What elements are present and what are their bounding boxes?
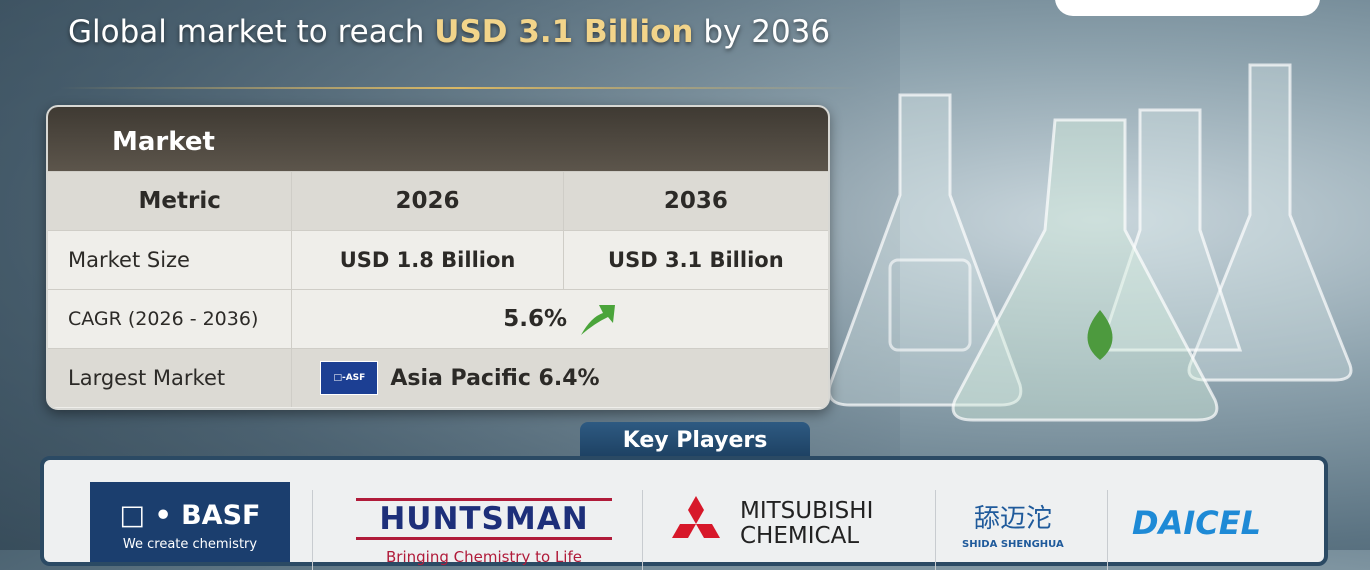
mitsubishi-chemical-logo: MITSUBISHI CHEMICAL bbox=[664, 496, 873, 552]
separator bbox=[1107, 490, 1108, 570]
company-tagline: We create chemistry bbox=[122, 537, 258, 552]
column-header: 2036 bbox=[562, 172, 828, 230]
key-players-title: Key Players bbox=[580, 422, 810, 460]
table-header-row: Metric 2026 2036 bbox=[48, 171, 828, 230]
three-diamonds-icon bbox=[672, 496, 720, 538]
table-row: CAGR (2026 - 2036) 5.6% bbox=[48, 289, 828, 348]
column-header: 2026 bbox=[291, 172, 562, 230]
arrow-up-right-icon bbox=[581, 305, 616, 335]
lab-flasks-illustration bbox=[830, 63, 1353, 422]
shida-shenghua-logo: 舔迈沱 SHIDA SHENGHUA bbox=[962, 498, 1064, 550]
company-name: MITSUBISHI bbox=[740, 498, 874, 524]
separator bbox=[642, 490, 643, 570]
title-suffix: by 2036 bbox=[693, 14, 831, 50]
company-name-line2: CHEMICAL bbox=[740, 523, 860, 549]
separator bbox=[312, 490, 313, 570]
table-row: Market Size USD 1.8 Billion USD 3.1 Bill… bbox=[48, 230, 828, 289]
battery-icon bbox=[888, 258, 972, 352]
cell: USD 3.1 Billion bbox=[562, 231, 828, 289]
company-name: SHIDA SHENGHUA bbox=[962, 539, 1064, 550]
huntsman-logo: HUNTSMAN Bringing Chemistry to Life bbox=[356, 498, 612, 566]
cell: USD 1.8 Billion bbox=[291, 231, 562, 289]
basf-logo: □ • BASF We create chemistry bbox=[90, 482, 290, 562]
company-name: HUNTSMAN bbox=[356, 498, 612, 540]
cell: 5.6% bbox=[291, 290, 828, 348]
daicel-logo: DAICEL bbox=[1132, 504, 1261, 542]
company-tagline: Bringing Chemistry to Life bbox=[386, 548, 582, 566]
divider bbox=[60, 87, 860, 89]
title-highlight: USD 3.1 Billion bbox=[434, 14, 694, 50]
market-table: Market Metric 2026 2036 Market Size USD … bbox=[46, 105, 830, 410]
row-label: Market Size bbox=[68, 248, 190, 272]
title-prefix: Global market to reach bbox=[68, 14, 435, 50]
cell: □-ASF Asia Pacific 6.4% bbox=[291, 349, 828, 407]
largest-market-value: Asia Pacific 6.4% bbox=[390, 365, 600, 391]
company-name: □ • BASF bbox=[119, 500, 261, 531]
company-name-chinese: 舔迈沱 bbox=[973, 504, 1052, 534]
cagr-value: 5.6% bbox=[503, 306, 568, 332]
row-label: CAGR (2026 - 2036) bbox=[68, 308, 259, 330]
separator bbox=[935, 490, 936, 570]
table-row: Largest Market □-ASF Asia Pacific 6.4% bbox=[48, 348, 828, 407]
table-title: Market bbox=[48, 107, 828, 171]
page-title: Global market to reach USD 3.1 Billion b… bbox=[68, 14, 830, 50]
oil-drop-icon bbox=[1087, 310, 1113, 360]
top-badge bbox=[1055, 0, 1320, 16]
row-label: Largest Market bbox=[68, 366, 226, 390]
column-header: Metric bbox=[138, 188, 221, 214]
region-logo: □-ASF bbox=[320, 361, 379, 395]
